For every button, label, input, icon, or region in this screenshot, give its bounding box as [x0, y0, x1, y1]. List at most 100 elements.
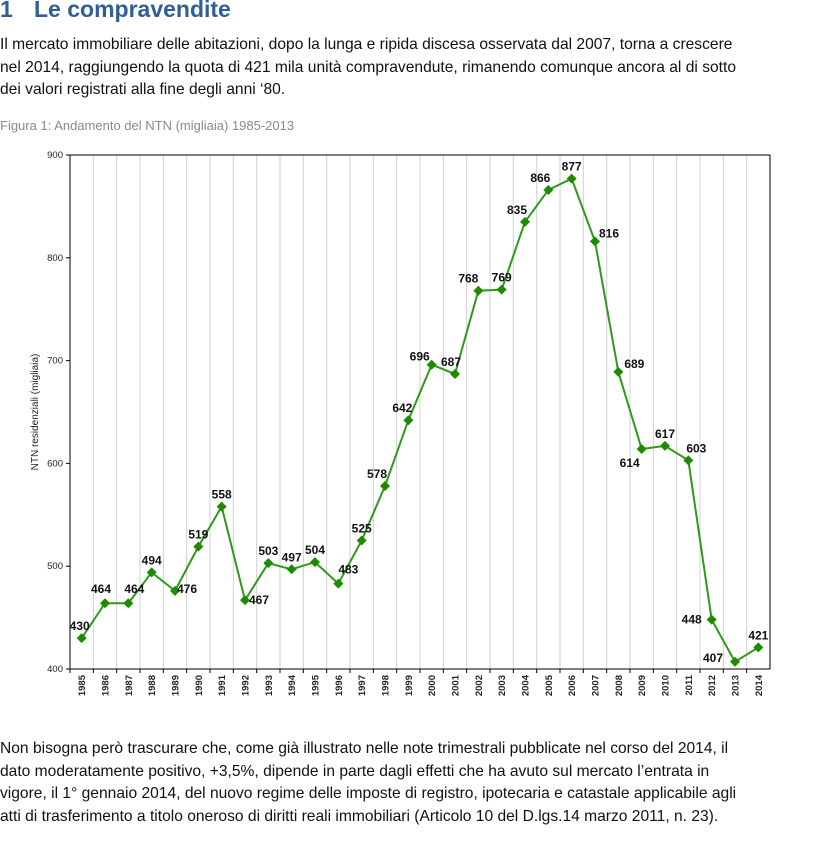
data-point-marker	[520, 216, 530, 227]
y-tick-label: 600	[47, 458, 63, 469]
data-label: 603	[686, 441, 706, 455]
data-point-marker	[543, 184, 554, 195]
paragraph-line: vigore, il 1° gennaio 2014, del nuovo re…	[0, 785, 737, 802]
data-point-marker	[263, 558, 274, 569]
paragraph-line: nel 2014, raggiungendo la quota di 421 m…	[0, 58, 737, 76]
chart-axes: 400 500 600 700 800 900 1985 1986 1987 1988 1989 19…	[47, 150, 771, 696]
chart-grid	[92, 155, 748, 669]
data-point-marker	[613, 366, 624, 377]
paragraph-line: atti di trasferimento a titolo oneroso d…	[0, 807, 719, 825]
data-point-marker	[310, 557, 320, 568]
data-label: 476	[177, 582, 197, 596]
data-point-marker	[356, 535, 367, 546]
x-tick-label: 2008	[614, 675, 625, 696]
y-tick-label: 900	[47, 150, 63, 161]
x-tick-label: 2002	[474, 675, 485, 696]
section-title: Le compravendite	[34, 0, 231, 22]
data-point-marker	[473, 285, 484, 296]
data-point-marker	[450, 368, 460, 379]
x-tick-label: 1991	[217, 674, 228, 696]
x-tick-label: 2014	[754, 674, 765, 696]
data-point-marker	[636, 444, 647, 455]
y-tick-label: 700	[47, 356, 63, 367]
data-label: 816	[599, 226, 619, 240]
x-tick-label: 1989	[171, 675, 182, 696]
data-label: 558	[212, 488, 232, 502]
data-point-marker	[123, 598, 134, 609]
data-label: 407	[703, 651, 723, 665]
data-label: 768	[458, 272, 478, 286]
y-tick-label: 500	[47, 561, 63, 572]
x-tick-label: 2006	[567, 675, 578, 696]
paragraph-line: Non bisogna però trascurare che, come gi…	[0, 740, 729, 757]
section-heading: 1 Le compravendite	[0, 0, 231, 23]
x-tick-label: 1990	[194, 675, 205, 696]
data-label: 519	[188, 528, 208, 542]
data-label: 464	[124, 582, 144, 596]
x-tick-label: 2009	[637, 675, 648, 696]
data-label: 494	[142, 553, 162, 567]
data-point-marker	[170, 585, 180, 596]
figure-caption: Figura 1: Andamento del NTN (migliaia) 1…	[0, 118, 295, 133]
data-point-marker	[193, 541, 204, 552]
paragraph-line: Il mercato immobiliare delle abitazioni,…	[0, 36, 733, 53]
paragraph-line: dato moderatamente positivo, +3,5%, dipe…	[0, 762, 710, 780]
data-point-marker	[660, 440, 670, 451]
x-tick-label: 1994	[287, 674, 298, 696]
data-point-marker	[426, 359, 437, 370]
data-label: 430	[70, 619, 90, 633]
data-point-marker	[76, 633, 87, 644]
data-label: 503	[258, 544, 278, 558]
x-tick-label: 1998	[381, 675, 392, 696]
data-label: 769	[492, 271, 512, 285]
body-paragraph: Non bisogna però trascurare che, come gi…	[0, 738, 826, 828]
x-tick-label: 1992	[241, 675, 252, 696]
x-tick-label: 1985	[77, 674, 88, 696]
x-tick-label: 2004	[521, 674, 532, 696]
intro-paragraph: Il mercato immobiliare delle abitazioni,…	[0, 34, 826, 102]
x-tick-label: 2010	[661, 675, 672, 696]
paragraph-line: dei valori registrati alla fine degli an…	[0, 81, 286, 98]
data-point-marker	[146, 567, 157, 578]
x-tick-label: 2011	[684, 674, 695, 695]
data-label: 448	[682, 613, 702, 627]
data-point-marker	[730, 656, 740, 667]
data-label: 877	[562, 160, 582, 174]
x-tick-label: 1997	[357, 675, 368, 696]
data-label: 617	[655, 427, 675, 441]
data-label: 689	[624, 357, 644, 371]
x-tick-label: 1996	[334, 675, 345, 696]
x-tick-label: 2003	[497, 675, 508, 696]
data-label: 614	[620, 456, 640, 470]
data-point-marker	[683, 455, 694, 466]
data-point-marker	[286, 564, 297, 575]
data-point-marker	[100, 598, 110, 609]
x-tick-label: 2013	[731, 675, 742, 696]
section-number: 1	[0, 0, 13, 22]
data-point-marker	[240, 595, 250, 606]
x-tick-label: 1999	[404, 675, 415, 696]
data-label: 578	[367, 467, 387, 481]
data-label: 421	[748, 628, 768, 642]
data-point-marker	[333, 578, 344, 589]
data-label: 835	[507, 203, 527, 217]
data-point-marker	[216, 501, 227, 512]
data-point-marker	[706, 614, 717, 625]
data-label: 497	[282, 550, 302, 564]
y-tick-label: 800	[47, 253, 63, 264]
chart-series	[76, 173, 764, 667]
x-tick-label: 2001	[451, 674, 462, 696]
data-label: 525	[352, 522, 372, 536]
data-label: 504	[305, 543, 325, 557]
data-point-marker	[566, 173, 577, 184]
x-tick-label: 2000	[427, 675, 438, 696]
data-label: 687	[441, 355, 461, 369]
x-tick-label: 2012	[707, 675, 718, 696]
data-label: 866	[530, 171, 550, 185]
data-point-marker	[403, 415, 414, 426]
x-tick-label: 1987	[124, 675, 135, 696]
data-label: 483	[338, 563, 358, 577]
y-axis-label: NTN residenziali (migliaia)	[30, 354, 41, 471]
data-label: 467	[249, 593, 269, 607]
